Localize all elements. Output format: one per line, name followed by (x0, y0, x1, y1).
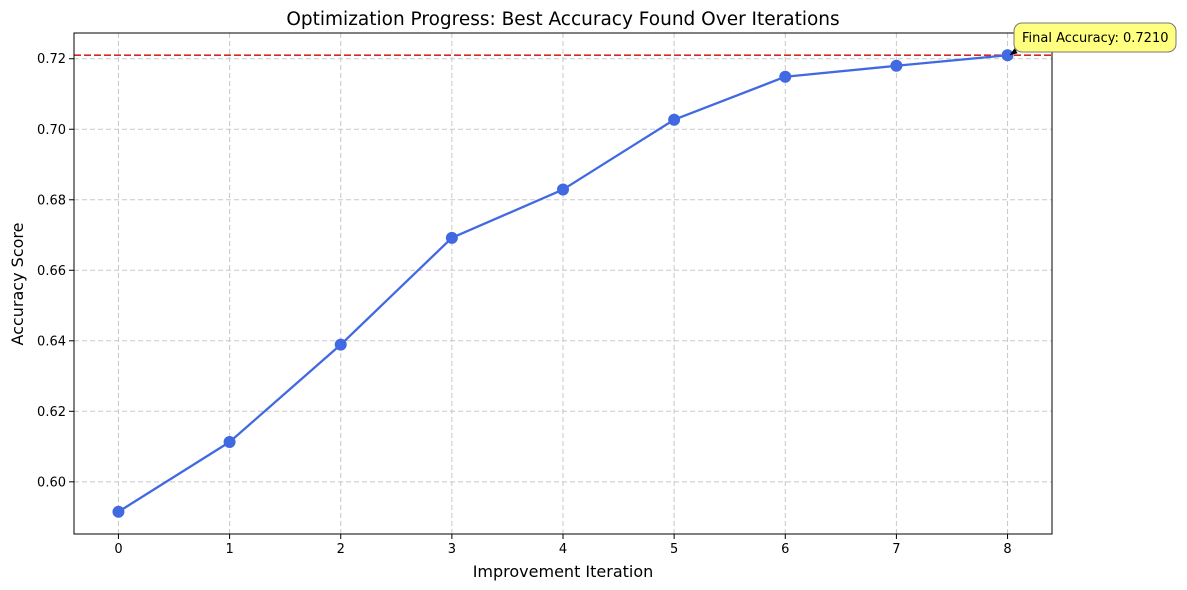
annotation-group: Final Accuracy: 0.7210 (1009, 22, 1177, 56)
y-tick-label: 0.64 (37, 334, 66, 349)
data-point (334, 338, 347, 351)
annotation-arrowhead (1009, 48, 1018, 56)
x-axis-ticks: 0 1 2 3 4 5 6 7 8 (114, 534, 1012, 557)
x-tick-label: 0 (114, 542, 122, 557)
x-tick-label: 8 (1003, 542, 1011, 557)
x-tick-label: 3 (448, 542, 456, 557)
y-tick-label: 0.70 (37, 123, 66, 138)
data-point (112, 505, 125, 518)
data-point (1001, 49, 1014, 62)
y-tick-label: 0.68 (37, 193, 66, 208)
annotation-box (1013, 22, 1177, 53)
y-tick-label: 0.72 (37, 52, 66, 67)
x-tick-label: 4 (559, 542, 567, 557)
y-tick-label: 0.60 (37, 475, 66, 490)
x-tick-label: 7 (892, 542, 900, 557)
y-tick-label: 0.66 (37, 264, 66, 279)
data-point (445, 231, 458, 244)
data-point (223, 435, 236, 448)
chart-title: Optimization Progress: Best Accuracy Fou… (286, 9, 839, 30)
x-axis-label: Improvement Iteration (473, 562, 654, 581)
y-tick-label: 0.62 (37, 405, 66, 420)
annotation-text: Final Accuracy: 0.7210 (1022, 31, 1169, 46)
data-point (890, 59, 903, 72)
series-group (112, 49, 1014, 518)
y-axis-ticks: 0.60 0.62 0.64 0.66 0.68 0.70 0.72 (37, 52, 74, 490)
y-axis-label: Accuracy Score (8, 223, 27, 346)
x-tick-label: 2 (337, 542, 345, 557)
x-tick-label: 1 (225, 542, 233, 557)
x-tick-label: 6 (781, 542, 789, 557)
data-point (557, 183, 569, 196)
x-tick-label: 5 (670, 542, 678, 557)
data-point (779, 70, 792, 83)
data-point (668, 113, 681, 126)
